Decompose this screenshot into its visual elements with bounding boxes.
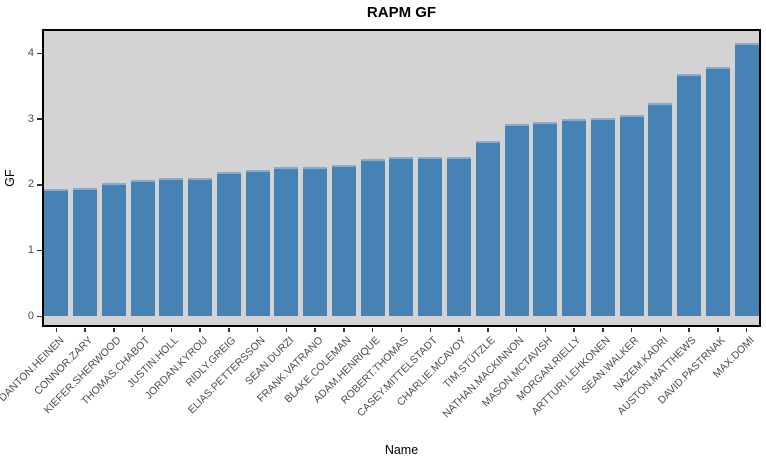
bar-FRANK.VATRANO: [303, 167, 328, 317]
bar-BLAKE.COLEMAN: [331, 164, 356, 317]
x-tick-mark: [659, 327, 662, 332]
x-tick-mark: [170, 327, 173, 332]
y-tick-mark: [37, 184, 42, 186]
x-tick-mark: [630, 327, 633, 332]
x-tick-mark: [688, 327, 690, 332]
y-tick-label: 0: [27, 309, 34, 322]
bar-ROBERT.THOMAS: [389, 157, 414, 317]
x-tick-mark: [228, 327, 230, 332]
x-tick-mark: [544, 327, 547, 332]
y-tick-label: 4: [27, 46, 34, 59]
x-axis-title: Name: [384, 443, 419, 457]
bar-CONNOR.ZARY: [73, 187, 98, 317]
y-tick-mark: [37, 52, 42, 55]
bar-TIM.STÜTZLE: [475, 141, 500, 317]
bar-ELIAS.PETTERSSON: [245, 170, 270, 317]
x-tick-mark: [343, 327, 345, 332]
bar-RIDLY.GREIG: [216, 172, 241, 317]
x-tick-mark: [429, 327, 431, 332]
bar-NAZEM.KADRI: [648, 103, 673, 317]
bar-JUSTIN.HOLL: [159, 177, 184, 317]
bar-NATHAN.MACKINNON: [504, 123, 529, 317]
bar-DAVID.PASTRNAK: [705, 67, 730, 317]
x-tick-mark: [314, 327, 316, 332]
bar-SEAN.WALKER: [619, 114, 644, 317]
x-tick-mark: [371, 327, 374, 332]
bar-THOMAS.CHABOT: [130, 179, 155, 317]
bar-DANTON.HEINEN: [44, 188, 69, 317]
bar-CHARLIE.MCAVOY: [447, 156, 471, 317]
y-axis-title: GF: [3, 169, 17, 187]
bar-MAX.DOMI: [734, 42, 759, 317]
bar-MASON.MCTAVISH: [533, 121, 558, 317]
y-tick-mark: [37, 118, 42, 120]
chart-title: RAPM GF: [366, 4, 437, 21]
x-tick-mark: [256, 327, 259, 332]
bar-MORGAN.RIELLY: [562, 119, 587, 317]
y-tick-label: 2: [27, 178, 34, 191]
x-tick-mark: [400, 327, 403, 332]
bar-ARTTURI.LEHKONEN: [590, 118, 615, 317]
plot-panel: [42, 29, 761, 327]
x-tick-mark: [717, 327, 719, 332]
bar-CASEY.MITTELSTADT: [418, 156, 443, 317]
x-tick-mark: [285, 327, 288, 332]
bar-SEAN.DURZI: [274, 167, 299, 317]
x-tick-mark: [55, 327, 58, 332]
y-tick-label: 1: [27, 244, 34, 257]
x-tick-mark: [487, 327, 489, 332]
x-tick-mark: [458, 327, 460, 332]
x-tick-mark: [573, 327, 575, 332]
bar-AUSTON.MATTHEWS: [677, 74, 702, 317]
x-tick-mark: [602, 327, 604, 332]
x-tick-mark: [141, 327, 144, 332]
bar-JORDAN.KYROU: [188, 177, 213, 317]
x-tick-mark: [84, 327, 86, 332]
x-tick-mark: [515, 327, 518, 332]
bar-KIEFER.SHERWOOD: [101, 182, 126, 317]
bar-ADAM.HENRIQUE: [360, 158, 385, 317]
y-tick-mark: [37, 315, 42, 318]
x-tick-mark: [113, 327, 115, 332]
x-tick-mark: [199, 327, 201, 332]
y-tick-mark: [37, 249, 42, 252]
y-tick-label: 3: [27, 112, 34, 125]
x-tick-mark: [745, 327, 748, 332]
